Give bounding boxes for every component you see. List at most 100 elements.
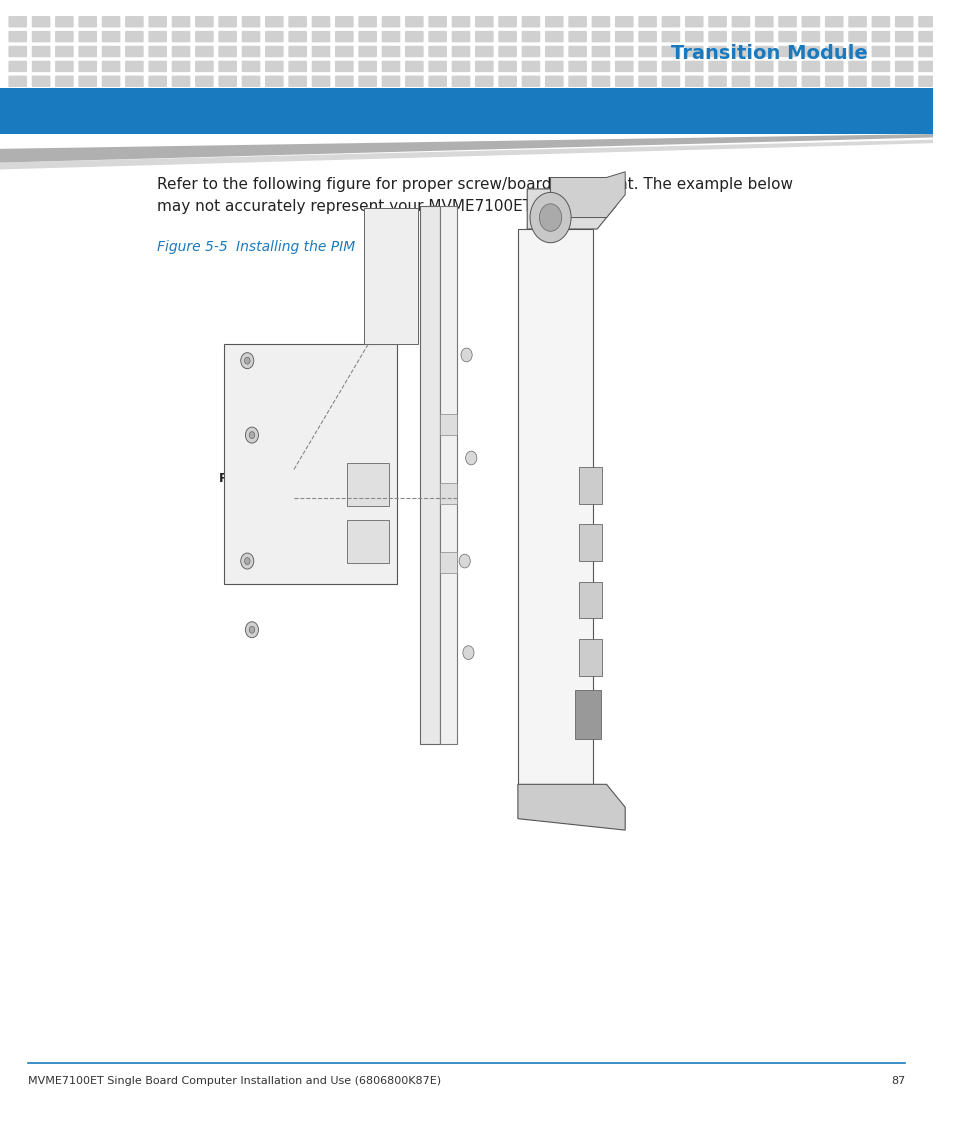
FancyBboxPatch shape <box>638 61 657 72</box>
FancyBboxPatch shape <box>544 31 563 42</box>
FancyBboxPatch shape <box>778 16 796 27</box>
FancyBboxPatch shape <box>9 61 27 72</box>
FancyBboxPatch shape <box>149 76 167 87</box>
Bar <box>0 88 932 134</box>
FancyBboxPatch shape <box>615 31 633 42</box>
FancyBboxPatch shape <box>149 16 167 27</box>
FancyBboxPatch shape <box>218 46 236 57</box>
FancyBboxPatch shape <box>55 46 73 57</box>
FancyBboxPatch shape <box>428 31 447 42</box>
Bar <box>224 344 396 584</box>
FancyBboxPatch shape <box>754 31 773 42</box>
Bar <box>347 520 389 563</box>
Bar <box>440 552 456 572</box>
Text: 87: 87 <box>890 1076 904 1087</box>
FancyBboxPatch shape <box>405 31 423 42</box>
FancyBboxPatch shape <box>288 61 307 72</box>
FancyBboxPatch shape <box>335 61 354 72</box>
Bar <box>575 690 600 739</box>
FancyBboxPatch shape <box>405 46 423 57</box>
Bar <box>440 414 456 435</box>
Bar <box>363 208 417 344</box>
FancyBboxPatch shape <box>847 76 866 87</box>
FancyBboxPatch shape <box>801 61 820 72</box>
FancyBboxPatch shape <box>358 76 376 87</box>
FancyBboxPatch shape <box>78 76 97 87</box>
FancyBboxPatch shape <box>288 31 307 42</box>
FancyBboxPatch shape <box>218 76 236 87</box>
Polygon shape <box>527 183 616 229</box>
FancyBboxPatch shape <box>660 76 679 87</box>
Text: Refer to the following figure for proper screw/board alignment. The example belo: Refer to the following figure for proper… <box>156 177 792 192</box>
FancyBboxPatch shape <box>9 16 27 27</box>
FancyBboxPatch shape <box>451 76 470 87</box>
FancyBboxPatch shape <box>917 16 936 27</box>
FancyBboxPatch shape <box>172 61 191 72</box>
FancyBboxPatch shape <box>778 46 796 57</box>
FancyBboxPatch shape <box>684 61 703 72</box>
FancyBboxPatch shape <box>521 46 539 57</box>
FancyBboxPatch shape <box>55 31 73 42</box>
FancyBboxPatch shape <box>381 31 400 42</box>
FancyBboxPatch shape <box>381 16 400 27</box>
Bar <box>440 483 456 504</box>
Text: MVME7100ET Single Board Computer Installation and Use (6806800K87E): MVME7100ET Single Board Computer Install… <box>28 1076 440 1087</box>
Circle shape <box>530 192 571 243</box>
FancyBboxPatch shape <box>731 46 749 57</box>
FancyBboxPatch shape <box>9 31 27 42</box>
FancyBboxPatch shape <box>871 61 889 72</box>
FancyBboxPatch shape <box>754 76 773 87</box>
FancyBboxPatch shape <box>218 61 236 72</box>
FancyBboxPatch shape <box>149 61 167 72</box>
FancyBboxPatch shape <box>335 16 354 27</box>
FancyBboxPatch shape <box>288 46 307 57</box>
Text: may not accurately represent your MVME7100ET.: may not accurately represent your MVME71… <box>156 199 535 214</box>
FancyBboxPatch shape <box>358 46 376 57</box>
FancyBboxPatch shape <box>917 31 936 42</box>
FancyBboxPatch shape <box>55 76 73 87</box>
Text: Figure 5-5: Figure 5-5 <box>156 240 227 254</box>
FancyBboxPatch shape <box>707 76 726 87</box>
FancyBboxPatch shape <box>615 61 633 72</box>
Polygon shape <box>550 172 624 218</box>
FancyBboxPatch shape <box>497 76 517 87</box>
FancyBboxPatch shape <box>428 76 447 87</box>
FancyBboxPatch shape <box>265 76 283 87</box>
Circle shape <box>538 204 561 231</box>
FancyBboxPatch shape <box>172 31 191 42</box>
FancyBboxPatch shape <box>9 46 27 57</box>
Circle shape <box>244 357 250 364</box>
FancyBboxPatch shape <box>335 46 354 57</box>
FancyBboxPatch shape <box>754 16 773 27</box>
FancyBboxPatch shape <box>125 31 144 42</box>
FancyBboxPatch shape <box>801 16 820 27</box>
FancyBboxPatch shape <box>660 61 679 72</box>
FancyBboxPatch shape <box>847 61 866 72</box>
FancyBboxPatch shape <box>102 31 120 42</box>
FancyBboxPatch shape <box>707 46 726 57</box>
FancyBboxPatch shape <box>591 31 610 42</box>
FancyBboxPatch shape <box>917 76 936 87</box>
FancyBboxPatch shape <box>335 76 354 87</box>
FancyBboxPatch shape <box>591 61 610 72</box>
Polygon shape <box>517 784 624 830</box>
FancyBboxPatch shape <box>521 61 539 72</box>
FancyBboxPatch shape <box>172 76 191 87</box>
FancyBboxPatch shape <box>288 16 307 27</box>
FancyBboxPatch shape <box>405 76 423 87</box>
FancyBboxPatch shape <box>102 46 120 57</box>
FancyBboxPatch shape <box>824 16 842 27</box>
Text: Transition Module: Transition Module <box>670 45 867 63</box>
FancyBboxPatch shape <box>312 76 330 87</box>
FancyBboxPatch shape <box>265 46 283 57</box>
FancyBboxPatch shape <box>125 46 144 57</box>
FancyBboxPatch shape <box>497 61 517 72</box>
FancyBboxPatch shape <box>102 61 120 72</box>
FancyBboxPatch shape <box>615 46 633 57</box>
FancyBboxPatch shape <box>824 31 842 42</box>
FancyBboxPatch shape <box>778 61 796 72</box>
Polygon shape <box>0 134 932 163</box>
Circle shape <box>458 554 470 568</box>
FancyBboxPatch shape <box>871 16 889 27</box>
FancyBboxPatch shape <box>754 61 773 72</box>
